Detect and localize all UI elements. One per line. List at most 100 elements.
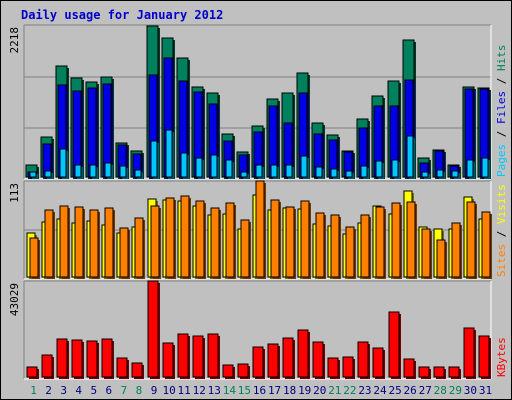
- bar-kbytes-day-31-face: [478, 335, 490, 378]
- bar-sites-day-16: [255, 180, 266, 279]
- day-label-5: 5: [90, 384, 97, 397]
- bar-pages-day-27: [421, 171, 430, 179]
- bar-sites-day-20-face: [315, 212, 325, 278]
- bar-sites-day-26-face: [406, 201, 416, 278]
- bar-pages-day-29-face: [451, 170, 459, 178]
- bar-kbytes-day-19-face: [297, 329, 309, 378]
- bar-kbytes-day-4: [71, 339, 84, 379]
- bar-pages-day-18: [285, 164, 294, 179]
- bar-pages-day-11: [180, 152, 189, 179]
- bar-kbytes-day-20-face: [312, 341, 324, 378]
- bar-sites-day-1-face: [29, 237, 39, 278]
- bar-kbytes-day-11: [177, 333, 190, 379]
- day-label-29: 29: [449, 384, 462, 397]
- bar-pages-day-6-face: [104, 162, 112, 178]
- bar-sites-day-14: [225, 202, 236, 279]
- bar-kbytes-day-24-face: [372, 347, 384, 378]
- bar-pages-day-1: [29, 171, 38, 179]
- bar-pages-day-17: [270, 164, 279, 179]
- bar-pages-day-15-face: [240, 171, 248, 178]
- bar-sites-day-20: [315, 212, 326, 279]
- bar-sites-day-14-face: [225, 202, 235, 278]
- bar-kbytes-day-6-face: [101, 338, 113, 378]
- day-label-9: 9: [151, 384, 158, 397]
- bar-pages-day-19-face: [300, 155, 308, 178]
- bar-pages-day-4-face: [74, 164, 82, 178]
- bar-sites-day-21-face: [330, 214, 340, 278]
- bar-sites-day-10: [165, 197, 176, 279]
- day-label-6: 6: [106, 384, 113, 397]
- bar-pages-day-22: [345, 170, 354, 179]
- bar-pages-day-4: [74, 164, 83, 179]
- bar-sites-day-25-face: [391, 202, 401, 278]
- bar-kbytes-day-31: [478, 335, 491, 379]
- legend: Pages / Files / Hits: [495, 45, 508, 178]
- bar-sites-day-19-face: [300, 200, 310, 278]
- day-label-24: 24: [373, 384, 387, 397]
- bar-kbytes-day-27-face: [418, 366, 430, 378]
- bar-pages-day-24: [375, 160, 384, 179]
- bar-pages-day-25-face: [391, 159, 399, 178]
- bar-pages-day-1-face: [29, 171, 37, 178]
- day-label-20: 20: [313, 384, 326, 397]
- day-label-14: 14: [223, 384, 237, 397]
- bar-pages-day-8: [134, 169, 143, 179]
- bar-sites-day-31: [481, 211, 492, 279]
- bar-kbytes-day-23-face: [357, 341, 369, 378]
- bar-pages-day-12: [195, 157, 204, 179]
- bar-sites-day-12: [195, 200, 206, 279]
- bar-kbytes-day-15: [237, 363, 250, 379]
- bar-sites-day-5-face: [89, 209, 99, 278]
- bar-sites-day-15-face: [240, 219, 250, 278]
- bar-sites-day-18-face: [285, 206, 295, 278]
- bar-sites-day-30: [466, 201, 477, 279]
- bar-pages-day-14-face: [225, 159, 233, 178]
- bar-kbytes-day-7: [116, 357, 129, 379]
- bar-sites-day-17-face: [270, 199, 280, 278]
- bar-kbytes-day-9-face: [147, 280, 159, 378]
- bar-kbytes-day-18-face: [282, 337, 294, 378]
- bar-kbytes-day-21: [327, 357, 340, 379]
- bar-pages-day-28: [436, 169, 445, 179]
- legend-item: Visits: [495, 184, 508, 224]
- bar-sites-day-29: [451, 222, 462, 279]
- bar-kbytes-day-29: [448, 366, 461, 379]
- day-label-11: 11: [178, 384, 191, 397]
- bar-kbytes-day-4-face: [71, 339, 83, 378]
- bar-sites-day-23: [360, 214, 371, 279]
- chart-title: Daily usage for January 2012: [21, 8, 224, 22]
- bar-kbytes-day-8: [131, 362, 144, 379]
- bar-pages-day-3: [59, 148, 68, 179]
- bar-pages-day-13: [210, 154, 219, 179]
- bar-pages-day-29: [451, 170, 460, 179]
- legend-item: /: [495, 224, 508, 244]
- bar-pages-day-26-face: [406, 135, 414, 178]
- bar-sites-day-17: [270, 199, 281, 279]
- day-label-31: 31: [479, 384, 492, 397]
- legend-item: KBytes: [495, 337, 508, 377]
- bar-kbytes-day-2: [41, 354, 54, 379]
- bar-sites-day-10-face: [165, 197, 175, 278]
- bar-kbytes-day-22: [342, 356, 355, 379]
- y-max-label: 2218: [8, 27, 21, 54]
- bar-pages-day-26: [406, 135, 415, 179]
- bar-sites-day-9: [150, 205, 161, 279]
- bar-pages-day-10-face: [165, 129, 173, 178]
- bar-pages-day-18-face: [285, 164, 293, 178]
- bar-pages-day-15: [240, 171, 249, 179]
- bar-pages-day-27-face: [421, 171, 429, 178]
- bar-pages-day-14: [225, 159, 234, 179]
- bar-kbytes-day-5: [86, 340, 99, 379]
- legend: Sites / Visits: [495, 184, 508, 277]
- legend-item: Files: [495, 91, 508, 124]
- bar-pages-day-23: [360, 165, 369, 179]
- bar-kbytes-day-26-face: [403, 358, 415, 378]
- bar-sites-day-2-face: [44, 209, 54, 278]
- bar-sites-day-4: [74, 206, 85, 279]
- day-label-2: 2: [45, 384, 52, 397]
- bar-kbytes-day-9: [147, 280, 160, 379]
- day-label-17: 17: [268, 384, 281, 397]
- bar-kbytes-day-16-face: [252, 346, 264, 378]
- legend-item: /: [495, 124, 508, 144]
